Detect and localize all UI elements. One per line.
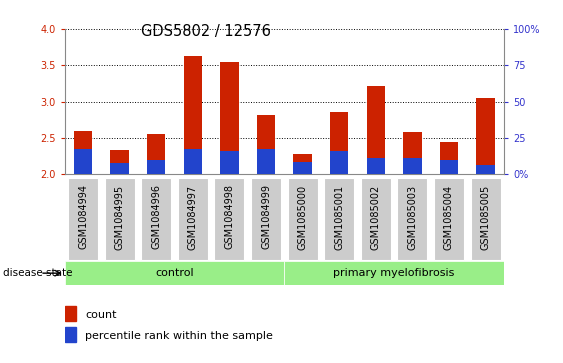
Text: GSM1084995: GSM1084995 [115,184,124,249]
FancyBboxPatch shape [178,178,208,260]
Bar [65,306,76,321]
FancyBboxPatch shape [434,178,464,260]
Bar [403,132,422,174]
Bar [367,158,385,174]
Text: GSM1084998: GSM1084998 [225,184,234,249]
Text: GSM1084999: GSM1084999 [261,184,271,249]
FancyBboxPatch shape [105,178,135,260]
Text: control: control [155,268,194,278]
Bar [220,151,239,174]
Bar [110,163,129,174]
Text: GSM1085001: GSM1085001 [334,184,344,249]
Bar [184,149,202,174]
Bar [293,162,312,174]
Text: percentile rank within the sample: percentile rank within the sample [85,331,273,341]
Text: GSM1085003: GSM1085003 [408,184,417,249]
Bar [330,112,348,174]
FancyBboxPatch shape [361,178,391,260]
Text: count: count [85,310,117,319]
Bar [220,62,239,174]
Bar [403,158,422,174]
Text: disease state: disease state [3,268,72,278]
FancyBboxPatch shape [288,178,318,260]
Bar [330,151,348,174]
FancyBboxPatch shape [397,178,427,260]
Text: primary myelofibrosis: primary myelofibrosis [333,268,455,278]
FancyBboxPatch shape [215,178,244,260]
FancyBboxPatch shape [324,178,354,260]
FancyBboxPatch shape [284,261,504,285]
Bar [74,131,92,174]
Text: GSM1084996: GSM1084996 [151,184,161,249]
Bar [257,149,275,174]
Bar [476,98,495,174]
Bar [293,154,312,174]
FancyBboxPatch shape [251,178,281,260]
Text: GSM1084994: GSM1084994 [78,184,88,249]
Text: GDS5802 / 12576: GDS5802 / 12576 [141,24,271,38]
Bar [74,149,92,174]
Bar [147,160,166,174]
FancyBboxPatch shape [471,178,501,260]
Bar [147,134,166,174]
Text: GSM1085004: GSM1085004 [444,184,454,249]
Bar [440,160,458,174]
FancyBboxPatch shape [65,261,284,285]
Bar [440,142,458,174]
Text: GSM1085002: GSM1085002 [371,184,381,250]
Text: GSM1085000: GSM1085000 [298,184,307,249]
Bar [257,115,275,174]
Bar [476,165,495,174]
Bar [367,86,385,174]
Text: GSM1084997: GSM1084997 [188,184,198,249]
Bar [65,327,76,342]
Bar [184,56,202,174]
FancyBboxPatch shape [68,178,98,260]
FancyBboxPatch shape [141,178,171,260]
Text: GSM1085005: GSM1085005 [481,184,490,250]
Bar [110,150,129,174]
